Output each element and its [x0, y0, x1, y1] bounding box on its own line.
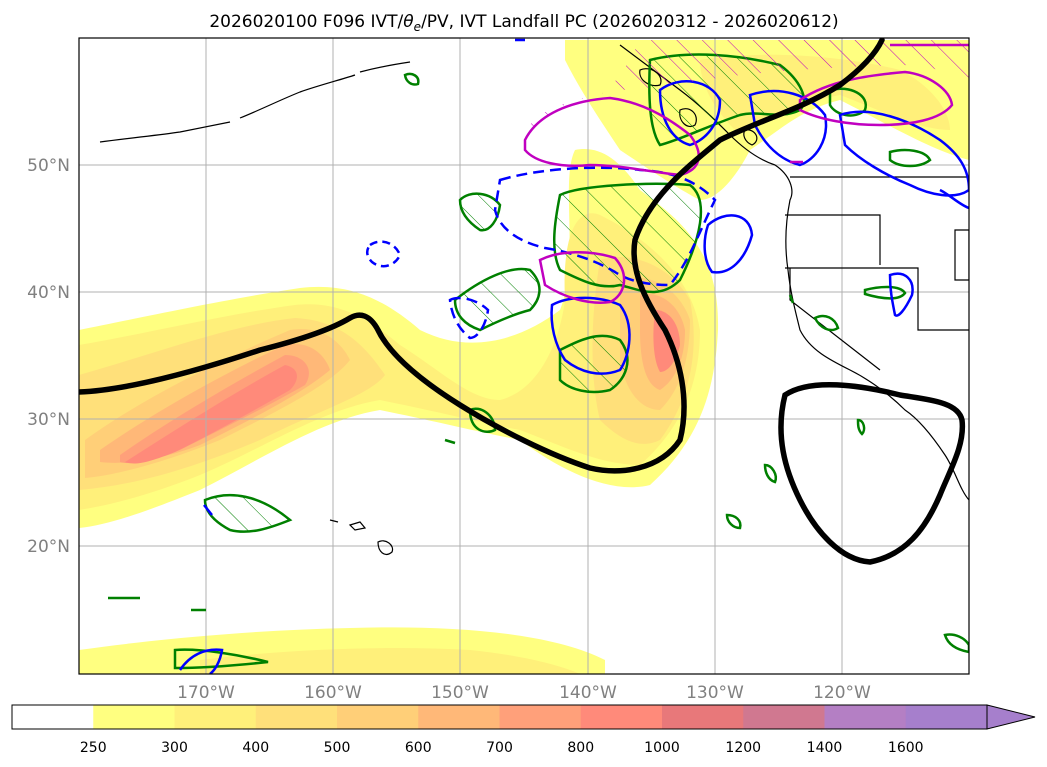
theta-e-contour [173, 648, 269, 670]
colorbar-swatch [499, 705, 582, 729]
landfall-contour [538, 250, 626, 304]
state-border [785, 267, 969, 331]
island [743, 129, 758, 146]
pv-contour [748, 89, 828, 167]
hawaii [329, 519, 339, 523]
theta-e-contour [725, 513, 742, 530]
landfall-hatch [525, 40, 969, 140]
lat-tick-label: 40°N [27, 283, 70, 303]
figure-title: 2026020100 F096 IVT/θe/PV, IVT Landfall … [209, 12, 838, 34]
colorbar-tick-label: 500 [324, 740, 351, 756]
pv-contour [550, 296, 631, 375]
pv-contour [178, 648, 224, 674]
pv-contour-dashed [448, 296, 490, 340]
theta-e-contour [453, 267, 541, 332]
colorbar-swatch [580, 705, 663, 729]
colorbar-tick-label: 400 [242, 740, 269, 756]
theta-e-contour [856, 418, 866, 436]
colorbar-swatch [662, 705, 744, 729]
lon-tick-label: 170°W [177, 683, 235, 703]
theta-e-contour [203, 493, 293, 533]
colorbar-tick-label: 1200 [725, 740, 761, 756]
pv-contour [888, 272, 914, 317]
colorbar-swatch [337, 705, 419, 729]
aleutians [359, 61, 411, 73]
colorbar-extend-arrow [986, 704, 1036, 730]
theta-e-contour [788, 294, 795, 304]
colorbar-tick-label: 250 [80, 740, 107, 756]
state-border [785, 214, 881, 265]
lat-tick-label: 30°N [27, 410, 70, 430]
state-border [954, 229, 969, 281]
pv-contour [658, 80, 722, 147]
ivt-contour-main [79, 38, 885, 474]
theta-e-contour [468, 407, 497, 434]
colorbar-swatch [93, 705, 175, 729]
theta-e-contour [863, 285, 907, 300]
lon-tick-labels: 170°W 160°W 150°W 140°W 130°W 120°W [177, 683, 871, 703]
lat-tick-label: 50°N [27, 156, 70, 176]
theta-e-contours [108, 53, 969, 670]
colorbar-tick-label: 600 [405, 740, 432, 756]
pv-contour [703, 214, 754, 274]
hawaii [377, 540, 394, 555]
colorbar: 250 300 400 500 600 700 800 1000 1200 1400 1600 [11, 704, 1036, 756]
theta-e-contour [403, 72, 420, 86]
colorbar-tick-label: 1600 [888, 740, 924, 756]
lon-tick-label: 160°W [304, 683, 362, 703]
aleutians [99, 121, 231, 143]
ivt-black-contours [79, 38, 966, 565]
colorbar-frame [11, 704, 988, 730]
colorbar-tick-label: 800 [567, 740, 594, 756]
colorbar-swatch [824, 705, 907, 729]
colorbar-labels: 250 300 400 500 600 700 800 1000 1200 1400 1600 [80, 740, 924, 756]
ivt-contour-closed [778, 381, 966, 565]
theta-e-contour [444, 438, 456, 445]
theta-e-contour [558, 334, 629, 394]
lon-tick-label: 140°W [559, 683, 617, 703]
colorbar-swatch [255, 705, 338, 729]
theta-e-contour [813, 314, 840, 332]
lon-tick-label: 150°W [431, 683, 489, 703]
map-frame [78, 37, 970, 675]
pv-contours [178, 38, 969, 674]
theta-e-contour [763, 463, 777, 484]
lat-tick-label: 20°N [27, 537, 70, 557]
pv-contour-dashed [366, 240, 402, 268]
landfall-contour [798, 70, 954, 127]
colorbar-tick-label: 300 [161, 740, 188, 756]
lon-tick-label: 120°W [813, 683, 871, 703]
gridlines [79, 38, 969, 674]
theta-e-contour [458, 192, 502, 232]
pv-contour [838, 110, 969, 197]
pv-contour [939, 188, 969, 210]
theta-e-contour [828, 87, 867, 117]
colorbar-swatch [12, 705, 94, 729]
colorbar-tick-label: 1000 [644, 740, 680, 756]
lon-tick-label: 130°W [686, 683, 744, 703]
colorbar-swatches [12, 705, 988, 729]
hawaii [348, 521, 367, 531]
theta-e-contour [552, 182, 703, 294]
ivt-800-region [125, 365, 297, 464]
colorbar-tick-label: 700 [486, 740, 513, 756]
pv-contour [203, 504, 213, 516]
colorbar-swatch [905, 705, 988, 729]
lat-tick-labels: 50°N 40°N 30°N 20°N [27, 156, 70, 557]
colorbar-swatch [743, 705, 825, 729]
ivt-300-region-south [200, 648, 580, 674]
colorbar-swatch [418, 705, 500, 729]
aleutians [239, 74, 356, 119]
theta-e-contour [943, 633, 969, 654]
colorbar-tick-label: 1400 [807, 740, 843, 756]
colorbar-swatch [174, 705, 257, 729]
state-border [789, 268, 881, 371]
theta-e-contour [888, 148, 932, 168]
map-panel [79, 38, 969, 674]
